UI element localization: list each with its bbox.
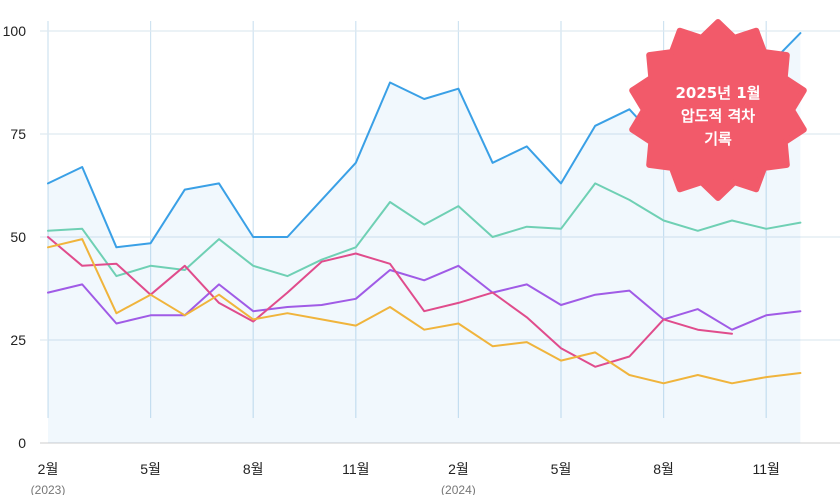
annotation-line-2: 압도적 격차: [681, 107, 755, 125]
y-tick-label: 75: [10, 126, 26, 142]
y-tick-label: 50: [10, 229, 26, 245]
series-line-4: [47, 236, 733, 368]
annotation-line-3: 기록: [704, 130, 732, 148]
x-tick-label: 5월: [551, 461, 572, 477]
series-line-3: [47, 264, 802, 331]
y-tick-label: 100: [3, 23, 27, 39]
starburst-badge-shape: [629, 19, 807, 201]
series-area-fill: [48, 33, 801, 443]
series-line-2: [47, 182, 802, 278]
y-tick-label: 25: [10, 332, 26, 348]
y-tick-label: 0: [18, 435, 26, 451]
series-line-5: [47, 238, 802, 385]
x-tick-label: 5월: [140, 461, 161, 477]
x-tick-label: 8월: [243, 461, 264, 477]
y-axis: 0 25 50 75 100: [3, 23, 27, 451]
x-tick-label: 2월: [38, 461, 59, 477]
x-tick-label: 8월: [653, 461, 674, 477]
x-tick-label: 11월: [752, 461, 779, 477]
area-fills: [48, 33, 801, 443]
annotation-line-1: 2025년 1월: [675, 84, 760, 102]
x-tick-year: (2024): [441, 483, 476, 495]
x-axis: 2월 5월 8월 11월 2월 5월 8월 11월 (2023) (2024): [31, 461, 780, 495]
x-tick-label: 2월: [448, 461, 469, 477]
x-tick-year: (2023): [31, 483, 66, 495]
series-lines: [47, 32, 802, 385]
annotation-badge: 2025년 1월 압도적 격차 기록: [629, 19, 807, 201]
x-tick-label: 11월: [342, 461, 369, 477]
